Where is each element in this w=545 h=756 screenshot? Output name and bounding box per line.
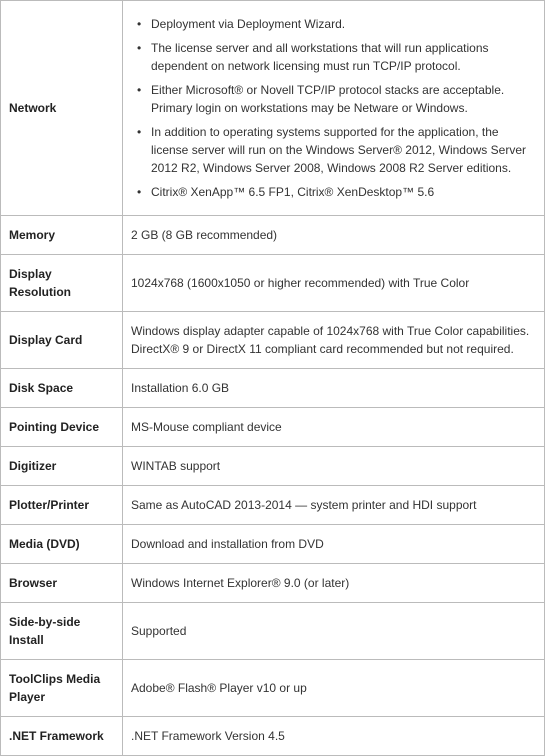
- row-label: Memory: [1, 216, 123, 255]
- row-label: Network: [1, 1, 123, 216]
- list-item: In addition to operating systems support…: [137, 123, 536, 177]
- row-label: Plotter/Printer: [1, 486, 123, 525]
- table-row: NetworkDeployment via Deployment Wizard.…: [1, 1, 545, 216]
- row-label: Digitizer: [1, 447, 123, 486]
- table-row: .NET Framework.NET Framework Version 4.5: [1, 717, 545, 756]
- table-row: Display CardWindows display adapter capa…: [1, 312, 545, 369]
- row-label: .NET Framework: [1, 717, 123, 756]
- row-value: Installation 6.0 GB: [123, 369, 545, 408]
- table-row: ToolClips Media PlayerAdobe® Flash® Play…: [1, 660, 545, 717]
- row-value: MS-Mouse compliant device: [123, 408, 545, 447]
- list-item: Citrix® XenApp™ 6.5 FP1, Citrix® XenDesk…: [137, 183, 536, 201]
- table-row: Display Resolution1024x768 (1600x1050 or…: [1, 255, 545, 312]
- row-value: WINTAB support: [123, 447, 545, 486]
- row-value: Same as AutoCAD 2013-2014 — system print…: [123, 486, 545, 525]
- table-row: Disk SpaceInstallation 6.0 GB: [1, 369, 545, 408]
- list-item: The license server and all workstations …: [137, 39, 536, 75]
- row-label: ToolClips Media Player: [1, 660, 123, 717]
- list-item: Deployment via Deployment Wizard.: [137, 15, 536, 33]
- row-value: Windows Internet Explorer® 9.0 (or later…: [123, 564, 545, 603]
- list-item: Either Microsoft® or Novell TCP/IP proto…: [137, 81, 536, 117]
- table-row: Memory2 GB (8 GB recommended): [1, 216, 545, 255]
- row-label: Pointing Device: [1, 408, 123, 447]
- requirements-table: NetworkDeployment via Deployment Wizard.…: [0, 0, 545, 756]
- table-row: Pointing DeviceMS-Mouse compliant device: [1, 408, 545, 447]
- row-value: Windows display adapter capable of 1024x…: [123, 312, 545, 369]
- row-label: Display Resolution: [1, 255, 123, 312]
- table-row: Side-by-side InstallSupported: [1, 603, 545, 660]
- row-label: Media (DVD): [1, 525, 123, 564]
- table-row: DigitizerWINTAB support: [1, 447, 545, 486]
- row-value: Deployment via Deployment Wizard. The lic…: [123, 1, 545, 216]
- row-label: Side-by-side Install: [1, 603, 123, 660]
- row-value: Adobe® Flash® Player v10 or up: [123, 660, 545, 717]
- table-row: Plotter/PrinterSame as AutoCAD 2013-2014…: [1, 486, 545, 525]
- row-value: 1024x768 (1600x1050 or higher recommende…: [123, 255, 545, 312]
- table-row: Media (DVD)Download and installation fro…: [1, 525, 545, 564]
- row-value: .NET Framework Version 4.5: [123, 717, 545, 756]
- row-label: Display Card: [1, 312, 123, 369]
- bullet-list: Deployment via Deployment Wizard. The lic…: [131, 15, 536, 201]
- row-label: Disk Space: [1, 369, 123, 408]
- row-label: Browser: [1, 564, 123, 603]
- row-value: Download and installation from DVD: [123, 525, 545, 564]
- row-value: Supported: [123, 603, 545, 660]
- row-value: 2 GB (8 GB recommended): [123, 216, 545, 255]
- table-row: BrowserWindows Internet Explorer® 9.0 (o…: [1, 564, 545, 603]
